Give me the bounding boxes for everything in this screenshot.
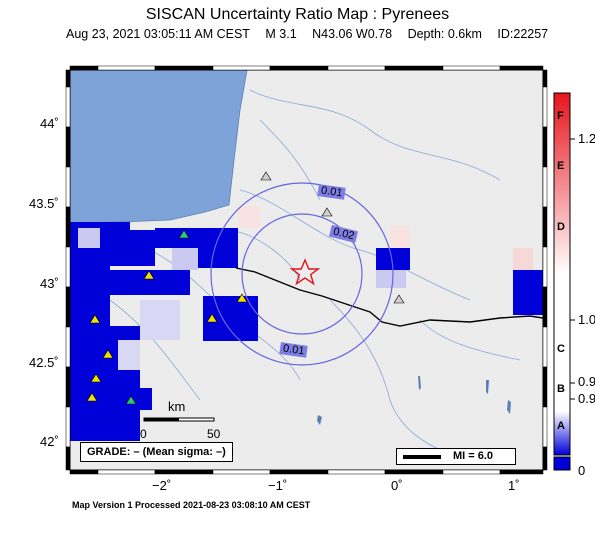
mi-legend: MI = 6.0 [396,448,516,465]
lat-label-43-5: 43.5˚ [29,196,59,211]
lat-label-42-5: 42.5˚ [29,355,59,370]
scale-tick-0: 0 [140,427,147,441]
event-summary: Aug 23, 2021 03:05:11 AM CEST M 3.1 N43.… [66,27,560,41]
lon-label-minus2: −2˚ [152,478,172,493]
grade-legend: GRADE: – (Mean sigma: –) [80,442,233,462]
colorbar-letter-a: A [557,420,565,432]
colorbar-letter-e: E [557,160,565,172]
colorbar-letter-f: F [557,110,564,122]
colorbar-ticks [570,138,575,400]
colorbar-value-0-9-upper: 0.9 [578,374,595,389]
colorbar-min-swatch [553,456,571,471]
lat-label-42: 42˚ [40,434,59,449]
map-title: SISCAN Uncertainty Ratio Map : Pyrenees [145,6,450,23]
sea-area [70,70,248,224]
lon-label-minus1: −1˚ [268,478,288,493]
ratio-grid [70,206,543,441]
lat-label-44: 44˚ [40,116,59,131]
reservoirs [317,376,511,425]
colorbar-letter-b: B [557,383,565,395]
colorbar-value-1-0: 1.0 [578,312,595,327]
mi-legend-text: MI = 6.0 [453,450,494,462]
scale-bar [143,417,215,422]
colorbar-value-1-2: 1.2 [578,131,595,146]
processing-footer: Map Version 1 Processed 2021-08-23 03:08… [72,500,311,510]
lon-label-1: 1˚ [508,478,520,493]
colorbar-value-0-9-lower: 0.9 [578,391,595,406]
mi-line-sample [403,455,441,459]
epicenter-star [289,258,321,286]
lat-label-43: 43˚ [40,276,59,291]
event-depth: Depth: 0.6km [407,27,482,41]
event-id: ID:22257 [497,27,549,41]
colorbar [553,92,571,456]
colorbar-letter-d: D [557,221,565,233]
scale-tick-50: 50 [207,427,221,441]
event-magnitude: M 3.1 [265,27,297,41]
frame-ticks [65,65,548,475]
colorbar-letter-c: C [557,343,565,355]
colorbar-value-0: 0 [578,463,586,478]
national-border [235,267,543,327]
lon-label-0: 0˚ [391,478,403,493]
uncertainty-contours [210,182,394,366]
event-datetime: Aug 23, 2021 03:05:11 AM CEST [66,27,250,41]
event-location: N43.06 W0.78 [312,27,393,41]
scale-unit: km [168,399,186,414]
stations [86,171,405,405]
